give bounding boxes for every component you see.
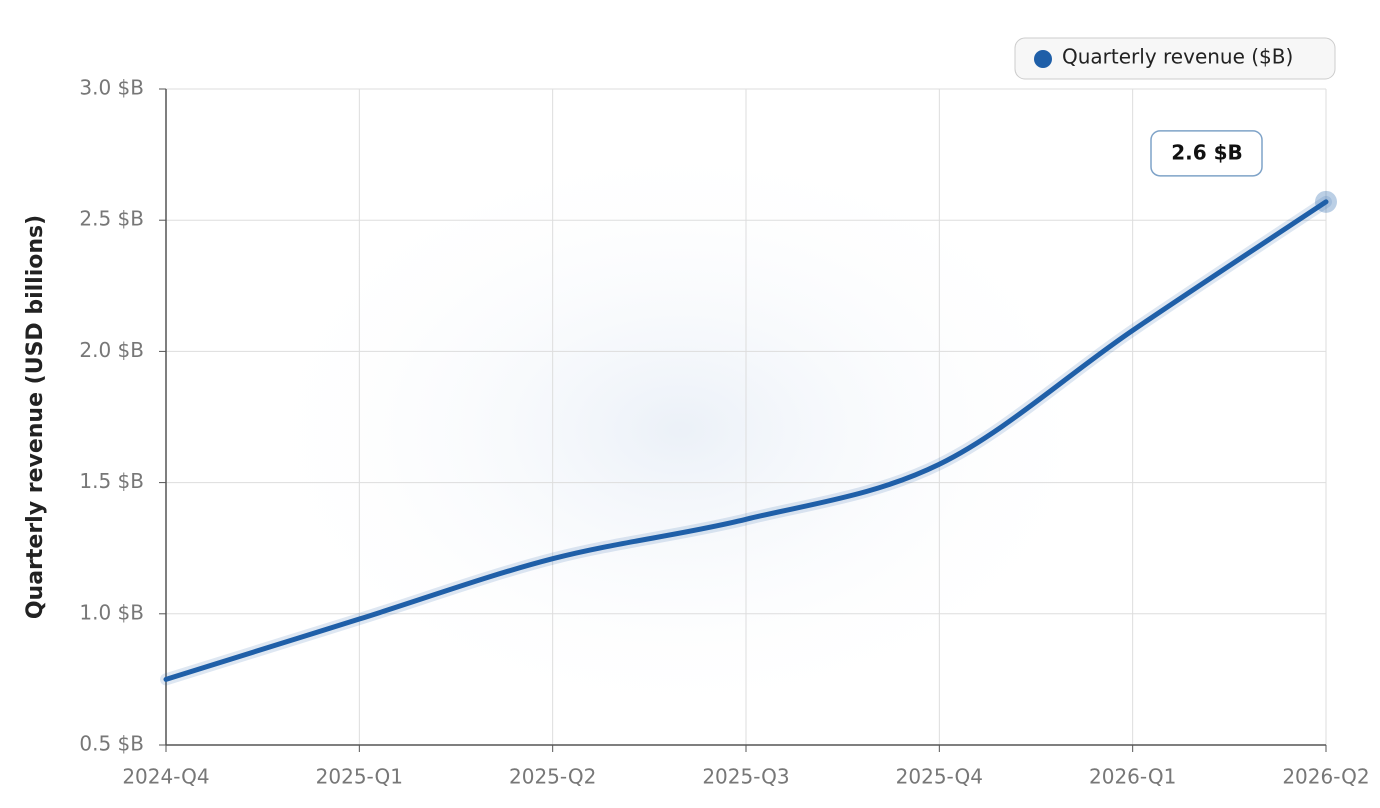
x-tick-label: 2026-Q1: [1089, 765, 1176, 789]
y-tick-label: 2.5 $B: [79, 207, 144, 231]
value-label-box: [1150, 130, 1263, 177]
background-glow: [240, 130, 1120, 730]
legend-box: [1014, 37, 1336, 80]
y-tick-label: 1.5 $B: [79, 469, 144, 493]
x-tick-label: 2025-Q4: [896, 765, 983, 789]
point-highlight: [1315, 190, 1337, 213]
y-tick-label: 2.0 $B: [79, 338, 144, 362]
legend: Quarterly revenue ($B): [1014, 37, 1336, 80]
x-tick-label: 2025-Q2: [509, 765, 596, 789]
x-tick-label: 2026-Q2: [1282, 765, 1369, 789]
legend-marker: [1034, 50, 1052, 68]
x-tick-label: 2024-Q4: [122, 765, 209, 789]
y-tick-label: 3.0 $B: [79, 76, 144, 100]
y-tick-label: 0.5 $B: [79, 732, 144, 756]
value-label: 2.6 $B: [1171, 140, 1243, 164]
y-tick-label: 1.0 $B: [79, 600, 144, 624]
x-tick-label: 2025-Q3: [702, 765, 789, 789]
x-tick-label: 2025-Q1: [316, 765, 403, 789]
legend-label: Quarterly revenue ($B): [1062, 45, 1293, 69]
y-axis-label: Quarterly revenue (USD billions): [23, 215, 48, 619]
line: [163, 199, 1329, 682]
